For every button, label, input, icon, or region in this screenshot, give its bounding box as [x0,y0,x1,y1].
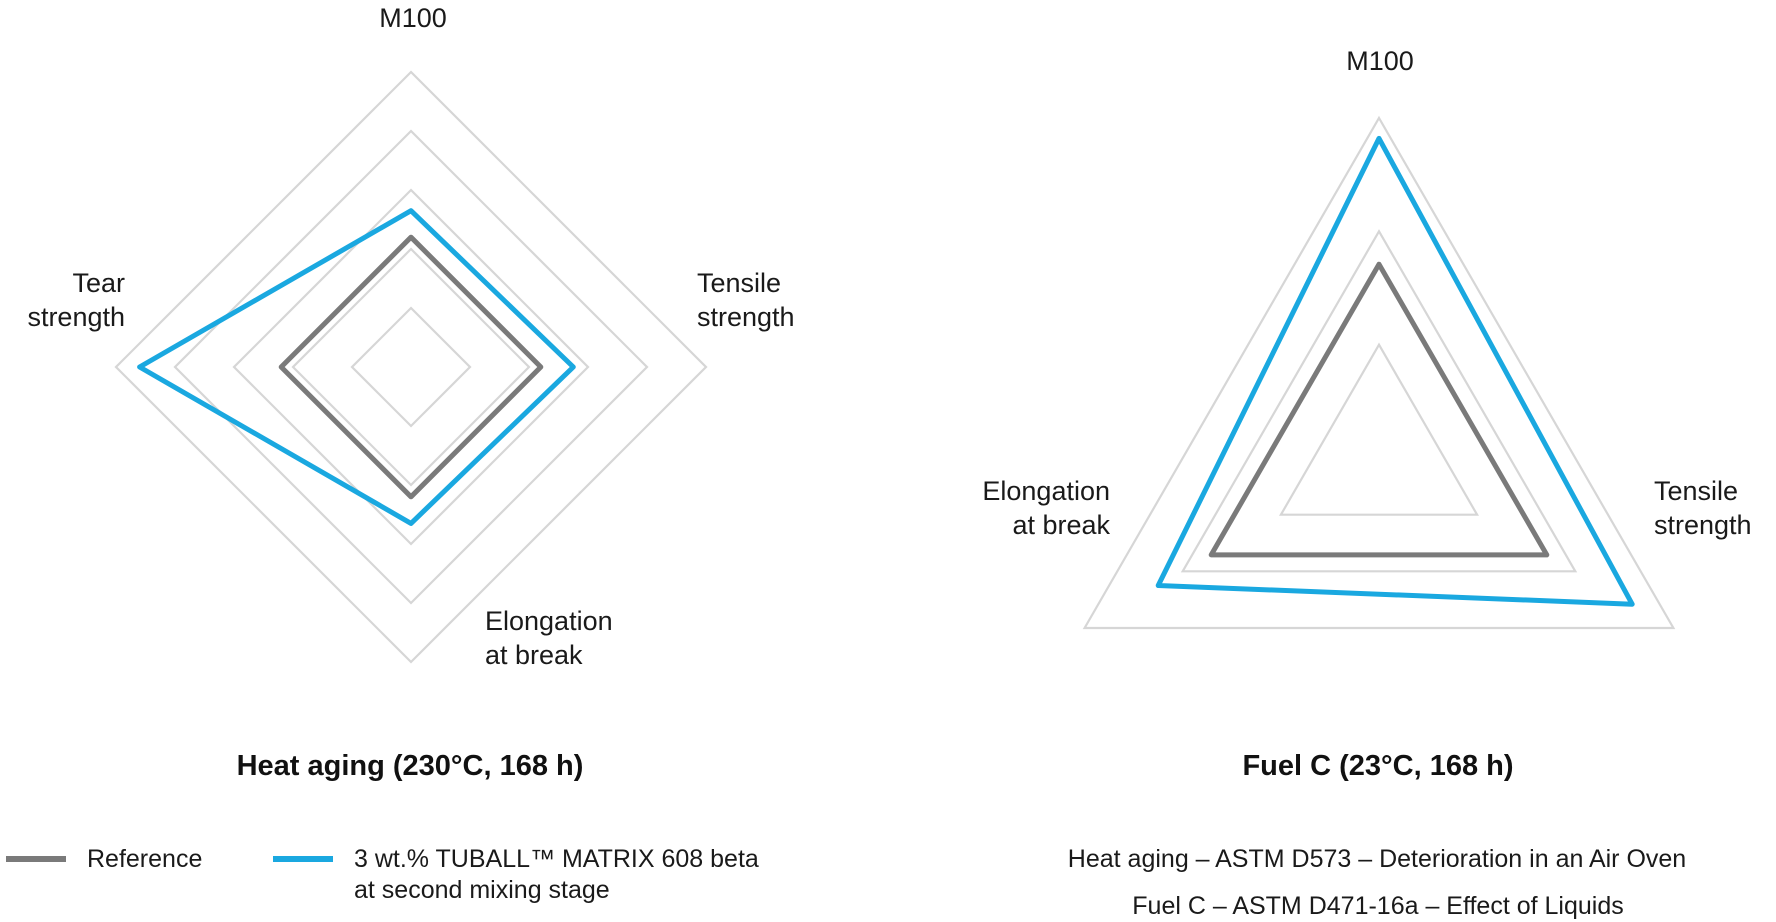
legend-label-tuball-line-1: 3 wt.% TUBALL™ MATRIX 608 beta [354,845,759,873]
fuel-c-axis-label-elongation-at-break: Elongation at break [982,476,1110,540]
heat-aging-series [137,208,576,526]
heat-aging-axis-label-line: Tensile [697,268,781,298]
heat-aging-axis-label-line: at break [485,640,583,670]
heat-aging-grid [114,70,708,664]
fuel-c-series-reference [1208,261,1550,558]
note-fuel-c-method: Fuel C – ASTM D471-16a – Effect of Liqui… [1132,892,1623,920]
fuel-c-axis-label-m100: M100 [1346,46,1414,76]
fuel-c-axis-label-line: strength [1654,510,1752,540]
heat-aging-axis-label-tensile-strength: Tensile strength [697,268,795,332]
fuel-c-series [1155,135,1635,607]
fuel-c-chart-title: Fuel C (23°C, 168 h) [1242,750,1513,782]
fuel-c-axis-label-line: at break [1012,510,1110,540]
fuel-c-axis-label-line: Tensile [1654,476,1738,506]
fuel-c-radar-chart: M100 Tensile strength Elongation at break Fu… [982,46,1751,782]
fuel-c-grid-ring-3 [1082,115,1676,630]
fuel-c-series-tuball [1155,135,1635,607]
legend-label-tuball-line-2: at second mixing stage [354,876,610,904]
note-heat-aging-method: Heat aging – ASTM D573 – Deterioration i… [1068,845,1686,873]
heat-aging-axis-label-line: Tear [72,268,125,298]
heat-aging-grid-ring-5 [114,70,708,664]
heat-aging-axis-label-elongation-at-break: Elongation at break [485,606,613,670]
legend: Reference 3 wt.% TUBALL™ MATRIX 608 beta… [6,845,766,904]
heat-aging-axis-label-line: M100 [379,3,447,33]
heat-aging-axis-label-tear-strength: Tear strength [27,268,125,332]
heat-aging-axis-label-m100: M100 [379,3,447,33]
fuel-c-axis-label-line: M100 [1346,46,1414,76]
legend-label-reference: Reference [87,845,202,873]
heat-aging-series-reference [278,234,544,500]
test-method-notes: Heat aging – ASTM D573 – Deterioration i… [1068,845,1686,920]
heat-aging-grid-ring-3 [232,188,590,546]
heat-aging-series-tuball [137,208,576,526]
heat-aging-axis-label-line: Elongation [485,606,613,636]
fuel-c-axis-label-line: Elongation [982,476,1110,506]
fuel-c-axis-labels: M100 Tensile strength Elongation at break [982,46,1751,540]
legend-label-tuball: 3 wt.% TUBALL™ MATRIX 608 beta at second… [354,845,766,904]
heat-aging-axis-label-line: strength [697,302,795,332]
heat-aging-chart-title: Heat aging (230°C, 168 h) [237,750,584,782]
fuel-c-axis-label-tensile-strength: Tensile strength [1654,476,1752,540]
heat-aging-radar-chart: M100 Tensile strength Elongation at break Tea… [27,3,794,782]
heat-aging-grid-ring-4 [173,129,649,605]
heat-aging-grid-ring-2 [291,247,531,487]
fuel-c-grid [1082,115,1676,630]
heat-aging-grid-ring-1 [350,306,472,428]
heat-aging-axis-labels: M100 Tensile strength Elongation at break Tea… [27,3,794,670]
fuel-c-grid-ring-1 [1278,342,1480,516]
fuel-c-grid-ring-2 [1180,229,1578,573]
heat-aging-axis-label-line: strength [27,302,125,332]
